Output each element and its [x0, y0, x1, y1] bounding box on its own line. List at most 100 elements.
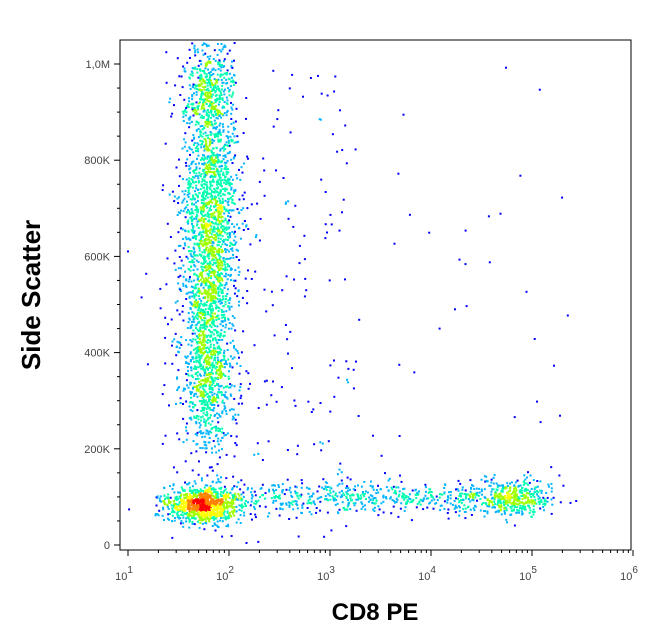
event-point	[217, 526, 220, 529]
event-point	[359, 498, 362, 500]
event-point	[208, 490, 211, 493]
event-point	[194, 315, 197, 318]
event-point	[209, 299, 212, 302]
event-point	[257, 452, 260, 455]
event-point	[189, 198, 192, 201]
event-point	[197, 136, 200, 139]
event-point	[520, 494, 523, 497]
event-point	[236, 223, 238, 226]
event-point	[204, 280, 206, 283]
event-point	[200, 479, 203, 482]
event-point	[202, 368, 205, 371]
event-point	[242, 198, 245, 201]
event-point	[220, 364, 223, 367]
event-point	[277, 497, 280, 500]
event-point	[263, 288, 266, 291]
event-point	[237, 402, 240, 405]
event-point	[447, 508, 450, 511]
event-point	[368, 496, 371, 499]
event-point	[187, 500, 189, 503]
event-point	[219, 69, 222, 72]
event-point	[225, 170, 228, 173]
event-point	[221, 216, 224, 218]
event-point	[205, 187, 208, 190]
event-point	[193, 360, 195, 363]
event-point	[209, 306, 212, 309]
event-point	[219, 201, 222, 204]
event-point	[219, 237, 222, 240]
event-point	[217, 228, 220, 230]
event-point	[480, 493, 483, 496]
event-point	[195, 215, 198, 218]
event-point	[215, 265, 218, 268]
event-point	[215, 481, 218, 484]
event-point	[226, 292, 229, 295]
event-point	[258, 496, 261, 499]
event-point	[211, 516, 214, 519]
event-point	[194, 123, 197, 126]
event-point	[214, 398, 216, 401]
event-point	[216, 396, 218, 399]
event-point	[210, 225, 213, 228]
event-point	[208, 120, 211, 123]
event-point	[187, 105, 190, 108]
event-point	[193, 254, 196, 257]
event-point	[217, 287, 220, 290]
event-point	[512, 502, 515, 505]
event-point	[182, 417, 185, 420]
event-point	[211, 426, 214, 429]
event-point	[211, 230, 214, 233]
event-point	[171, 340, 174, 343]
event-point	[221, 243, 224, 246]
event-point	[231, 230, 234, 233]
event-point	[205, 451, 208, 454]
event-point	[217, 61, 220, 64]
event-point	[327, 493, 330, 496]
event-point	[214, 156, 217, 159]
event-point	[208, 387, 211, 390]
event-point	[200, 309, 203, 312]
event-point	[209, 315, 212, 318]
event-point	[231, 178, 234, 181]
event-point	[196, 51, 199, 54]
event-point	[203, 217, 206, 220]
event-point	[213, 522, 216, 525]
event-point	[282, 177, 285, 179]
event-point	[212, 318, 215, 321]
event-point	[193, 367, 195, 370]
event-point	[193, 136, 196, 139]
event-point	[229, 297, 232, 300]
event-point	[225, 433, 227, 436]
event-point	[242, 491, 245, 494]
event-point	[192, 501, 195, 504]
event-point	[225, 453, 228, 456]
event-point	[191, 490, 194, 493]
event-point	[215, 377, 218, 380]
event-point	[188, 147, 191, 150]
event-point	[230, 535, 233, 537]
event-point	[214, 414, 216, 416]
event-point	[199, 447, 202, 449]
event-point	[201, 280, 204, 283]
event-point	[200, 334, 203, 337]
event-point	[382, 494, 385, 497]
event-point	[195, 101, 198, 104]
event-point	[211, 502, 214, 505]
event-point	[190, 163, 193, 166]
event-point	[217, 85, 219, 88]
event-point	[219, 182, 222, 185]
event-point	[221, 284, 224, 287]
event-point	[428, 502, 431, 505]
event-point	[204, 223, 207, 226]
event-point	[203, 279, 206, 281]
event-point	[198, 512, 201, 515]
event-point	[227, 125, 230, 128]
event-point	[213, 234, 216, 236]
event-point	[211, 259, 214, 262]
event-point	[235, 141, 238, 144]
event-point	[213, 512, 216, 515]
event-point	[328, 489, 331, 492]
event-point	[186, 204, 189, 206]
event-point	[403, 496, 406, 499]
event-point	[449, 497, 452, 500]
